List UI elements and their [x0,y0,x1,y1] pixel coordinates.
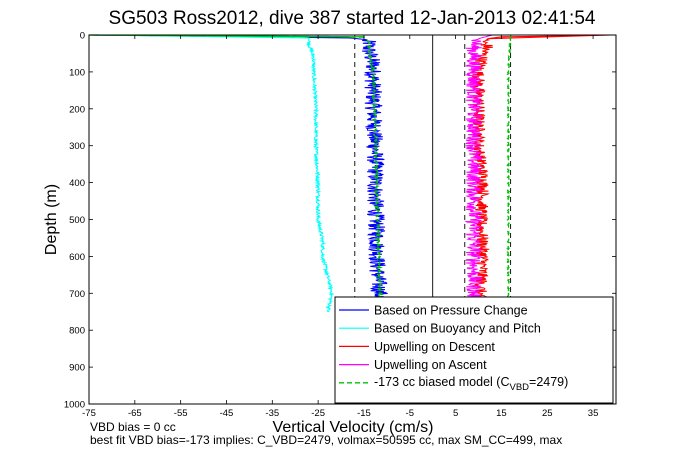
series-line-0 [88,34,389,313]
legend-label-2: Upwelling on Descent [374,340,495,354]
series-line-4 [88,34,385,313]
series-line-1 [88,34,334,313]
legend-label-4: -173 cc biased model (CVBD=2479) [374,375,568,393]
x-tick-label-9: 15 [496,408,507,419]
legend: Based on Pressure Change Based on Buoyanc… [334,296,614,404]
y-axis-label: Depth (m) [43,184,60,255]
y-tick-label-3: 300 [69,141,85,152]
x-tick-label-11: 35 [588,408,599,419]
y-tick-label-1: 100 [69,67,85,78]
series-line-3 [464,34,493,313]
y-tick-label-8: 800 [69,326,85,337]
x-tick-label-1: -65 [128,408,142,419]
x-tick-label-2: -55 [174,408,188,419]
y-tick-label-4: 400 [69,178,85,189]
x-tick-label-8: 5 [453,408,458,419]
y-tick-label-6: 600 [69,252,85,263]
y-tick-label-10: 1000 [64,400,85,411]
y-tick-label-0: 0 [80,31,85,42]
legend-label-3: Upwelling on Ascent [374,358,487,372]
y-tick-label-5: 500 [69,215,85,226]
x-tick-label-3: -45 [220,408,234,419]
x-tick-label-0: -75 [82,408,96,419]
x-axis-label: Vertical Velocity (cm/s) [273,419,434,436]
footnote-vbd-bias: VBD bias = 0 cc [90,420,176,434]
x-tick-label-10: 25 [542,408,553,419]
x-tick-label-6: -15 [357,408,371,419]
footnote-best-fit: best fit VBD bias=-173 implies: C_VBD=24… [90,433,562,447]
x-tick-label-4: -35 [265,408,279,419]
x-tick-label-5: -25 [311,408,325,419]
y-tick-label-9: 900 [69,363,85,374]
legend-label-1: Based on Buoyancy and Pitch [374,322,541,336]
x-tick-label-7: -5 [406,408,414,419]
legend-box [334,296,614,404]
legend-label-0: Based on Pressure Change [374,304,528,318]
chart-title: SG503 Ross2012, dive 387 started 12-Jan-… [109,8,596,29]
y-tick-label-7: 700 [69,289,85,300]
series-line-5 [506,35,513,312]
y-tick-label-2: 200 [69,104,85,115]
series-line-2 [471,34,612,313]
